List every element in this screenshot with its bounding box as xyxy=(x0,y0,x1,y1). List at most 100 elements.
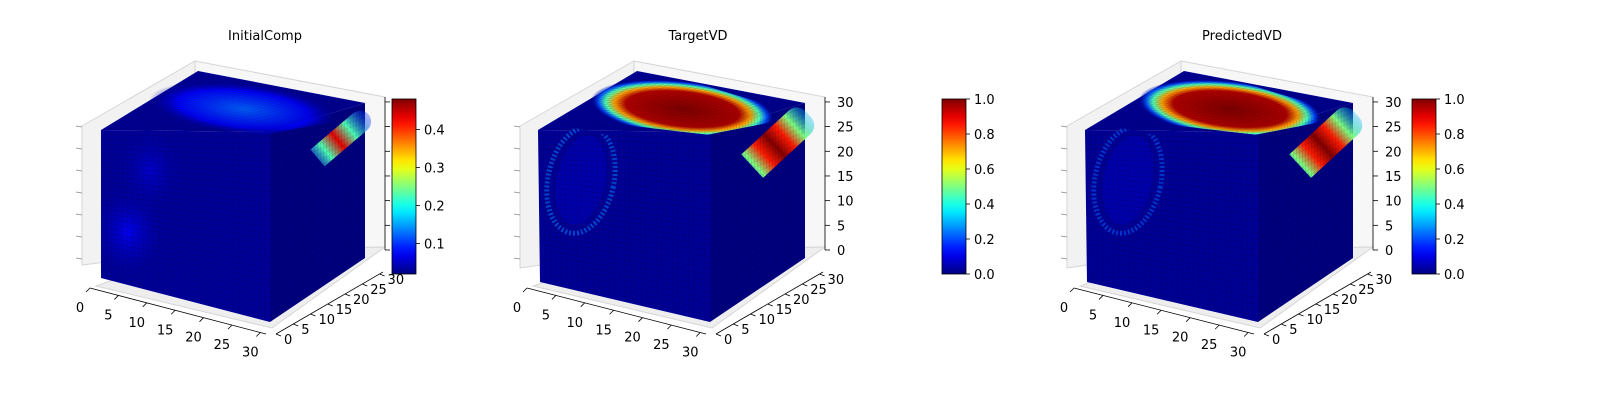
x-tick xyxy=(1214,324,1220,330)
colorbar-targetvd: 0.0 0.2 0.4 0.6 0.8 1.0 xyxy=(941,93,995,283)
y-tick xyxy=(715,333,722,337)
y-tick-label: 0 xyxy=(724,333,732,348)
colorbar-gradient xyxy=(941,98,967,275)
z-tick-label: 20 xyxy=(837,145,854,160)
z-tick-label: 30 xyxy=(1385,96,1402,111)
y-tick-label: 25 xyxy=(810,283,827,298)
y-tick xyxy=(1281,323,1287,327)
pane-tick xyxy=(1060,169,1068,172)
voxel-grid xyxy=(538,71,806,321)
voxel-grid xyxy=(100,71,366,321)
x-tick xyxy=(1156,309,1162,315)
y-tick xyxy=(1350,283,1356,287)
colorbar-tick-label: 0.2 xyxy=(974,233,995,248)
pane-tick xyxy=(1060,235,1068,238)
x-tick-label: 30 xyxy=(682,346,699,361)
x-tick xyxy=(1243,332,1249,337)
y-tick xyxy=(750,313,756,317)
y-tick xyxy=(327,303,333,307)
cube-front-face xyxy=(1085,130,1258,322)
y-tick xyxy=(802,283,808,287)
z-tick-label: 15 xyxy=(837,170,854,185)
y-tick xyxy=(1263,333,1270,337)
z-tick-label: 0 xyxy=(1385,244,1393,259)
x-tick xyxy=(551,295,557,300)
pane-tick xyxy=(1060,213,1068,216)
x-tick-label: 25 xyxy=(214,338,231,353)
y-axis-line xyxy=(275,271,384,335)
y-tick xyxy=(344,293,351,297)
pane-tick xyxy=(513,257,521,260)
pane-tick xyxy=(513,191,521,194)
colorbar-tick-label: 0.2 xyxy=(1444,233,1465,248)
y-tick-label: 20 xyxy=(793,293,810,308)
y-axis-line xyxy=(715,271,824,335)
x-tick-label: 25 xyxy=(653,338,670,353)
pane-tick xyxy=(1060,191,1068,194)
colorbar-gradient xyxy=(1411,98,1437,275)
right-face-stripe xyxy=(304,110,372,171)
colorbar-tick-label: 1.0 xyxy=(974,93,995,108)
y-tick-label: 5 xyxy=(301,323,309,338)
y-tick-label: 5 xyxy=(1289,323,1297,338)
colorbar-tick-label: 0.0 xyxy=(1444,268,1465,283)
y-tick-label: 20 xyxy=(353,293,370,308)
x-axis-line xyxy=(89,287,267,335)
x-tick xyxy=(170,309,176,315)
x-tick-label: 20 xyxy=(624,331,641,346)
pane-tick xyxy=(1060,257,1068,260)
top-face-blob xyxy=(1138,79,1322,139)
x-tick xyxy=(114,295,119,300)
y-tick-label: 30 xyxy=(1376,273,1393,288)
y-tick-label: 10 xyxy=(1307,313,1324,328)
x-tick xyxy=(142,302,148,308)
y-tick-label: 0 xyxy=(1272,333,1280,348)
x-tick-label: 25 xyxy=(1201,338,1218,353)
panel-targetvd: TargetVD 0 5 10 15 20 25 300510152025300510152… xyxy=(513,29,995,361)
z-tick-label: 5 xyxy=(837,219,845,234)
x-axis-line xyxy=(1073,287,1255,335)
colorbar-predictedvd: 0.0 0.2 0.4 0.6 0.8 1.0 xyxy=(1411,93,1465,283)
z-tick-label: 5 xyxy=(1385,219,1393,234)
pane-tick xyxy=(1060,125,1068,128)
x-tick xyxy=(1127,302,1133,308)
pane-tick xyxy=(513,125,521,128)
y-tick-label: 10 xyxy=(319,313,336,328)
pane-tick xyxy=(513,235,521,238)
pane-tick xyxy=(75,191,83,194)
x-tick xyxy=(1098,295,1104,300)
colorbar-tick-label: 0.4 xyxy=(974,198,995,213)
x-tick xyxy=(1069,287,1075,293)
colorbar-tick-label: 0.1 xyxy=(424,238,445,253)
y-tick-label: 10 xyxy=(759,313,776,328)
x-tick-label: 0 xyxy=(76,301,84,316)
y-tick xyxy=(362,283,368,287)
x-tick-label: 30 xyxy=(1230,346,1247,361)
y-tick xyxy=(293,323,299,327)
colorbar-tick-label: 0.8 xyxy=(974,128,995,143)
pane-tick xyxy=(1060,147,1068,150)
y-tick-label: 15 xyxy=(336,303,353,318)
panel-title: PredictedVD xyxy=(1202,29,1282,44)
y-tick xyxy=(275,333,282,337)
colorbar-tick-label: 0.2 xyxy=(424,200,445,215)
z-tick-label: 25 xyxy=(1385,121,1402,136)
y-tick-label: 25 xyxy=(370,283,387,298)
y-tick-label: 15 xyxy=(1324,303,1341,318)
y-tick-label: 5 xyxy=(741,323,749,338)
z-tick-label: 0 xyxy=(837,244,845,259)
y-tick xyxy=(784,293,791,297)
x-tick xyxy=(667,324,672,330)
x-tick-label: 20 xyxy=(185,331,202,346)
top-face-blob xyxy=(590,79,775,139)
y-tick xyxy=(1315,303,1321,307)
colorbar-initialcomp: 0.1 0.2 0.3 0.4 xyxy=(391,98,445,275)
pane-tick xyxy=(513,169,521,172)
x-tick xyxy=(227,324,233,330)
x-tick xyxy=(609,309,614,315)
x-tick xyxy=(85,287,91,293)
y-tick-label: 20 xyxy=(1341,293,1358,308)
x-tick-label: 0 xyxy=(513,301,521,316)
